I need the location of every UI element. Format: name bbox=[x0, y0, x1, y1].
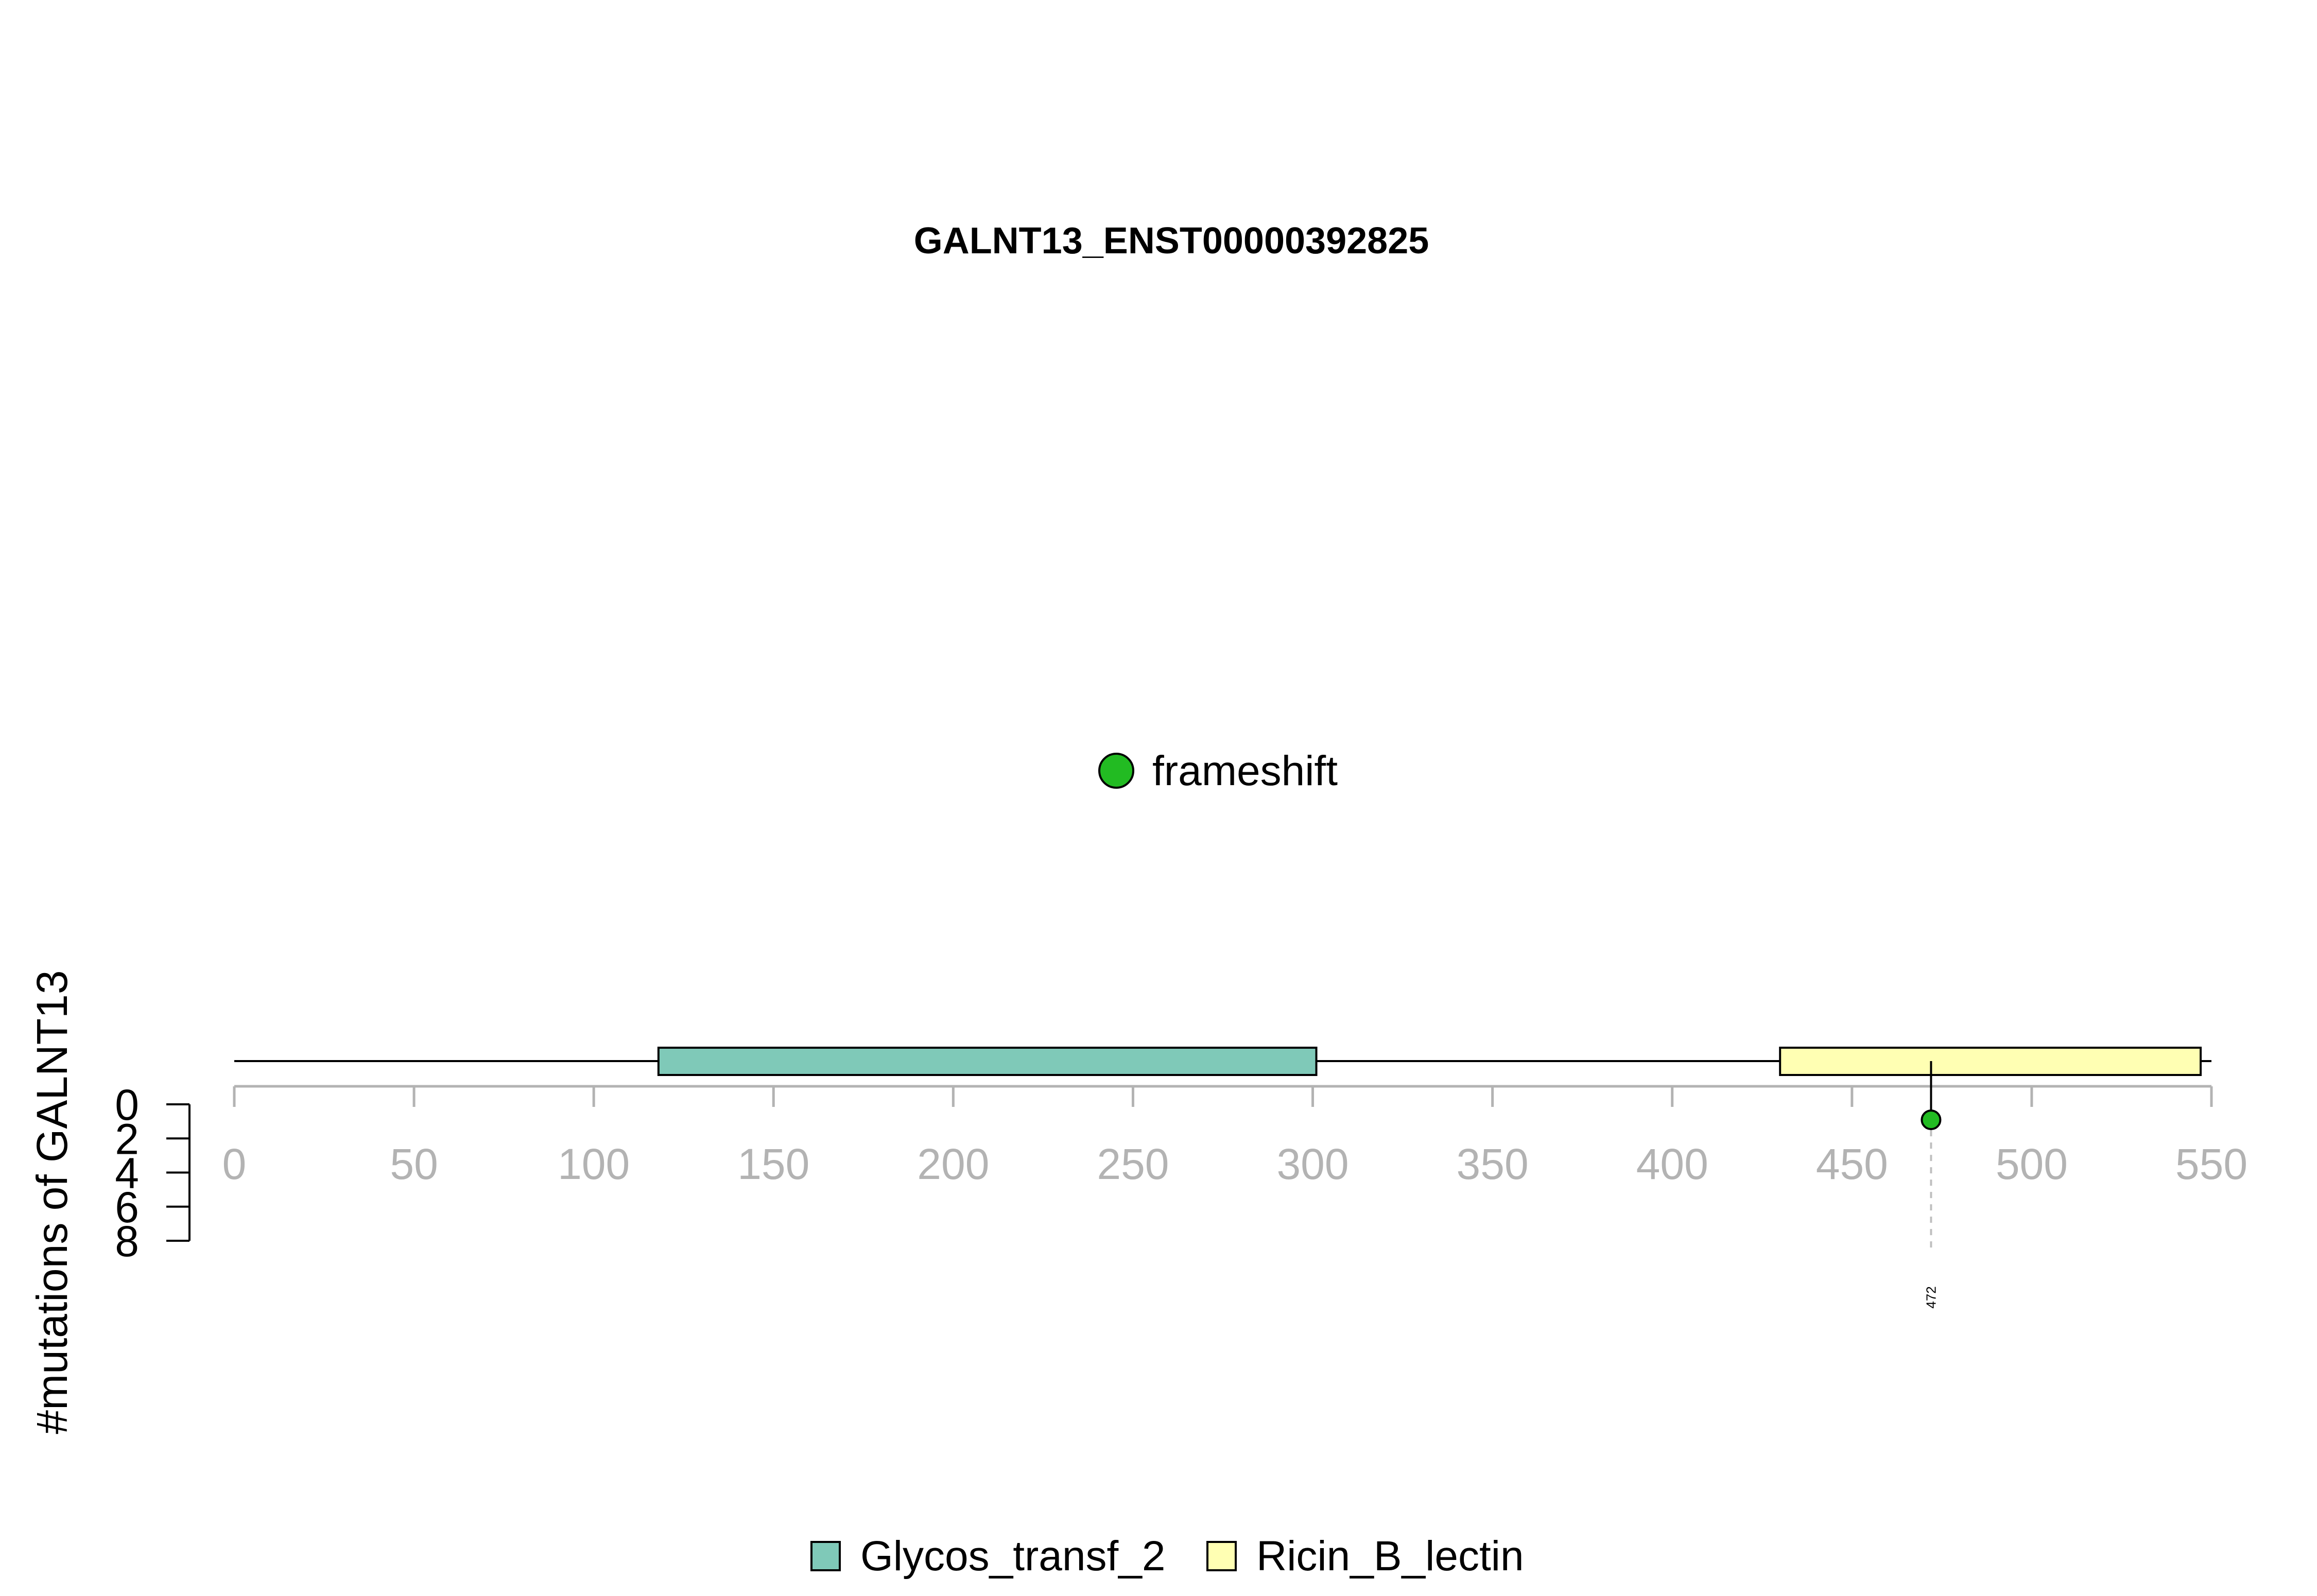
x-tick-label-400: 400 bbox=[1636, 1140, 1708, 1188]
mutation-point-472 bbox=[1921, 1109, 1942, 1131]
x-tick-label-250: 250 bbox=[1097, 1140, 1169, 1188]
domain-legend-label-glycos-transf-2: Glycos_transf_2 bbox=[860, 1533, 1166, 1580]
x-tick-label-150: 150 bbox=[737, 1140, 809, 1188]
mutation-layer: 472 bbox=[1921, 1061, 1942, 1309]
y-tick-label-8: 8 bbox=[115, 1217, 139, 1265]
domain-layer bbox=[657, 1047, 2202, 1076]
chart-title: GALNT13_ENST00000392825 bbox=[914, 220, 1429, 262]
y-axis-label: #mutations of GALNT13 bbox=[28, 970, 76, 1434]
domain-legend-swatch-ricin-b-lectin bbox=[1206, 1541, 1237, 1571]
x-tick-label-350: 350 bbox=[1457, 1140, 1529, 1188]
domain-ricin-b-lectin bbox=[1779, 1047, 2202, 1076]
y-tick-label-0: 0 bbox=[115, 1081, 139, 1129]
x-tick-label-500: 500 bbox=[1996, 1140, 2068, 1188]
x-tick-label-450: 450 bbox=[1816, 1140, 1888, 1188]
x-tick-label-300: 300 bbox=[1276, 1140, 1348, 1188]
x-axis: 0 50 100 150 200 250 300 350 400 450 500 550 bbox=[222, 1085, 2247, 1188]
x-tick-label-50: 50 bbox=[390, 1140, 438, 1188]
mutation-position-label-472: 472 bbox=[1923, 1286, 1939, 1308]
y-tick-label-2: 2 bbox=[115, 1115, 139, 1163]
domain-glycos-transf-2 bbox=[657, 1047, 1318, 1076]
x-tick-label-550: 550 bbox=[2175, 1140, 2247, 1188]
type-legend-label-frameshift: frameshift bbox=[1152, 748, 1338, 794]
x-tick-label-0: 0 bbox=[222, 1140, 247, 1188]
mutation-type-legend: frameshift bbox=[1098, 748, 1338, 794]
x-tick-label-200: 200 bbox=[917, 1140, 989, 1188]
y-tick-label-4: 4 bbox=[115, 1149, 139, 1198]
domain-legend-label-ricin-b-lectin: Ricin_B_lectin bbox=[1256, 1533, 1524, 1580]
x-tick-label-100: 100 bbox=[558, 1140, 630, 1188]
y-tick-label-6: 6 bbox=[115, 1183, 139, 1231]
type-legend-marker-frameshift bbox=[1098, 753, 1134, 789]
domain-legend: Glycos_transf_2 Ricin_B_lectin bbox=[810, 1533, 1524, 1580]
domain-legend-swatch-glycos-transf-2 bbox=[810, 1541, 841, 1571]
